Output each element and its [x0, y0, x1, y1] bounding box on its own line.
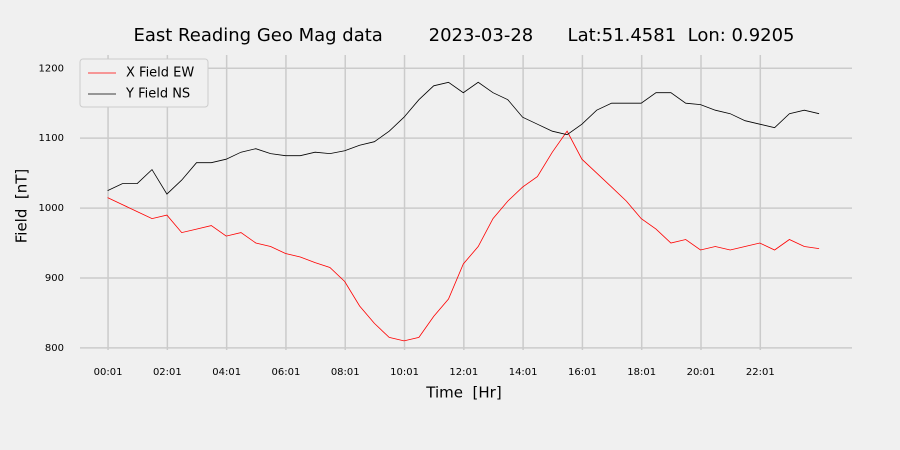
y-tick-label: 1200 [39, 63, 64, 74]
series-line [107, 81, 820, 195]
legend-box [79, 58, 209, 108]
x-tick-label: 20:01 [687, 367, 716, 378]
y-tick-label: 1000 [39, 203, 64, 214]
chart-title: East Reading Geo Mag data 2023-03-28 Lat… [133, 25, 794, 46]
series-line [107, 130, 820, 342]
x-tick-label: 10:01 [390, 367, 419, 378]
y-axis-label: Field [nT] [13, 169, 31, 244]
x-tick-label: 04:01 [212, 367, 241, 378]
x-tick-label: 22:01 [746, 367, 775, 378]
x-tick-label: 08:01 [331, 367, 360, 378]
x-tick-label: 12:01 [449, 367, 478, 378]
x-axis-label: Time [Hr] [425, 384, 501, 402]
y-tick-label: 1100 [39, 133, 64, 144]
y-tick-label: 800 [45, 343, 64, 354]
x-tick-label: 00:01 [94, 367, 123, 378]
x-tick-label: 16:01 [568, 367, 597, 378]
x-tick-label: 06:01 [272, 367, 301, 378]
x-tick-label: 02:01 [153, 367, 182, 378]
x-tick-label: 18:01 [627, 367, 656, 378]
x-tick-label: 14:01 [509, 367, 538, 378]
legend-label: X Field EW [126, 66, 194, 81]
legend-label: Y Field NS [125, 87, 190, 102]
y-tick-label: 900 [45, 273, 64, 284]
